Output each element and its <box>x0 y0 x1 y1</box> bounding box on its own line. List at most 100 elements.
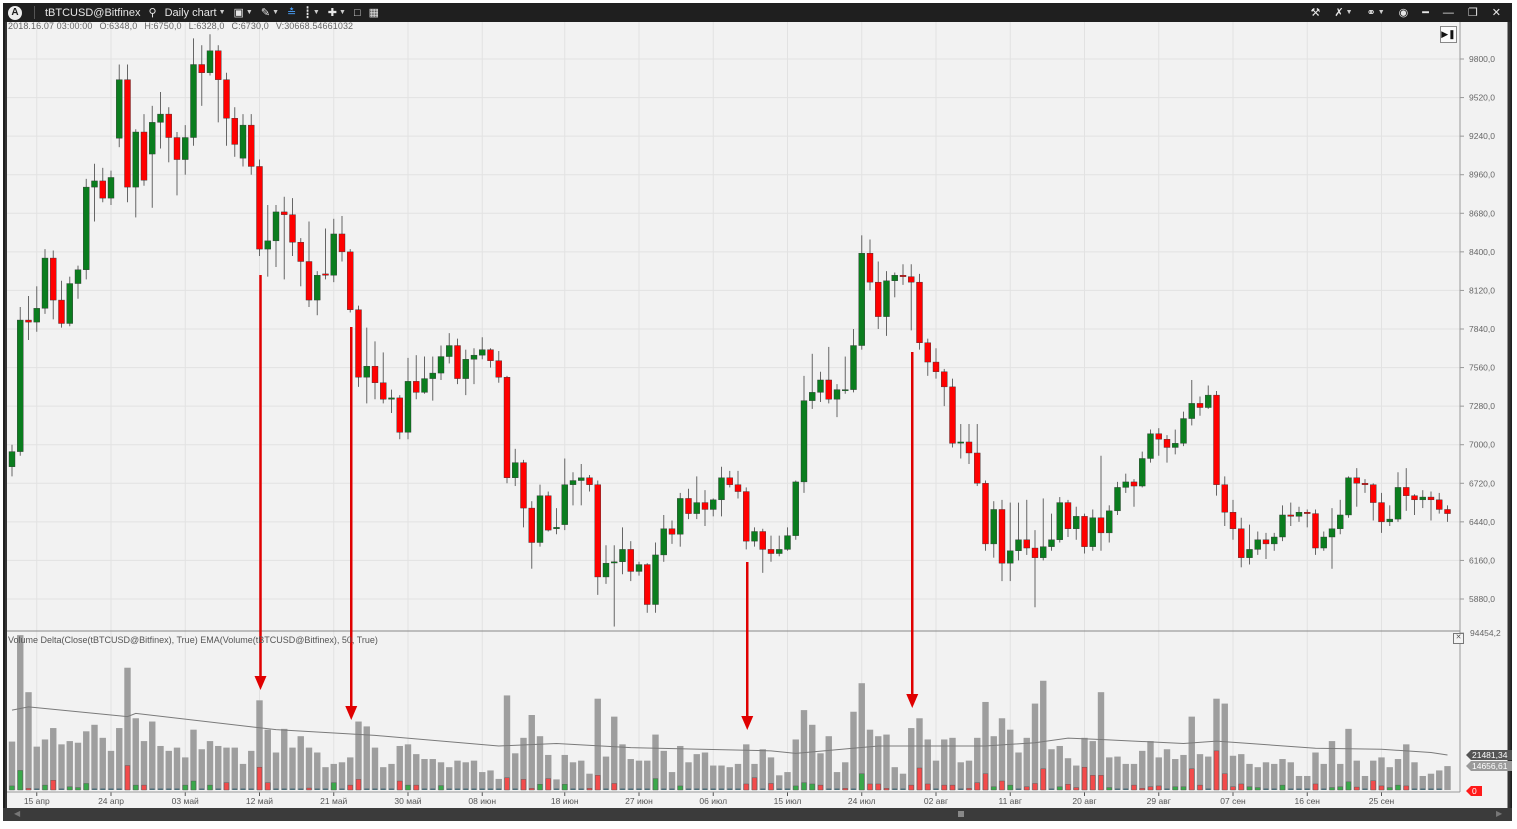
price-tick-label: 7560,0 <box>1469 363 1495 373</box>
candle-body <box>776 549 783 554</box>
candle <box>99 167 106 203</box>
monitor-icon[interactable]: ▣ ▼ <box>233 7 253 19</box>
delta-bar <box>1395 784 1401 791</box>
volume-bar <box>1444 766 1451 790</box>
candle <box>289 198 296 256</box>
candle-body <box>751 531 758 542</box>
volume-bar <box>198 749 205 790</box>
candle-body <box>17 319 24 452</box>
delta-bar <box>1016 788 1021 790</box>
candle <box>1254 531 1261 555</box>
tools-icon[interactable]: ⚒ <box>1310 7 1321 19</box>
delta-bar <box>1073 787 1079 791</box>
volume-bar <box>1221 703 1228 790</box>
volume-bar <box>1254 767 1261 790</box>
candle <box>165 107 172 163</box>
volume-bar <box>132 718 139 790</box>
candle-body <box>767 549 775 554</box>
candle <box>1196 396 1204 416</box>
candle-body <box>528 507 535 543</box>
delta-bar <box>1213 750 1220 791</box>
volume-bar <box>792 739 799 790</box>
delta-bar <box>933 788 939 790</box>
candle <box>932 348 940 379</box>
candle-body <box>635 564 643 572</box>
date-tick-label: 21 май <box>320 796 347 806</box>
volume-bar <box>157 745 164 790</box>
pencil-icon[interactable]: ✎ ▼ <box>260 7 279 19</box>
volume-bar <box>413 754 420 790</box>
candle <box>1279 505 1286 542</box>
cross-icon[interactable]: ✗ ▼ <box>1334 7 1353 19</box>
volume-bar <box>380 767 387 790</box>
volume-bar <box>1007 729 1014 790</box>
search-icon[interactable]: ⚲ <box>148 7 157 19</box>
scrollbar-thumb[interactable] <box>958 811 964 817</box>
crosshair-icon[interactable]: ✚ ▼ <box>327 7 346 19</box>
candle <box>1048 513 1055 551</box>
candle <box>495 351 502 383</box>
camera-icon[interactable]: ◉ <box>1398 7 1409 19</box>
chart-line-icon[interactable]: ≛ <box>287 7 297 19</box>
symbol-selector[interactable]: tBTCUSD@Bitfinex <box>41 3 145 22</box>
link-icon[interactable]: ⚭ ▼ <box>1366 7 1385 19</box>
candle <box>668 520 676 544</box>
volume-bar <box>949 737 956 790</box>
volume-bar <box>239 763 247 790</box>
ema-line <box>11 706 1448 756</box>
delta-bar <box>908 784 914 791</box>
candle-body <box>1254 539 1261 550</box>
delta-bar <box>223 782 230 791</box>
window-icon[interactable]: □ <box>353 6 361 19</box>
candle <box>305 221 313 307</box>
volume-bar <box>58 744 65 790</box>
price-tick-label: 7000,0 <box>1469 440 1495 450</box>
delta-bar <box>1222 773 1228 791</box>
volume-bar <box>322 767 329 790</box>
close-icon[interactable]: ✕ <box>1491 7 1501 19</box>
candle <box>1411 494 1418 515</box>
volume-bar <box>1081 737 1088 790</box>
volume-bar <box>825 736 832 790</box>
scroll-right-icon[interactable]: ▶ <box>1496 809 1503 818</box>
minimize-icon[interactable]: — <box>1442 6 1454 19</box>
volume-bar <box>1378 757 1385 790</box>
candle-body <box>1122 481 1129 488</box>
panels-icon[interactable]: ▦ <box>368 7 379 19</box>
pin-icon[interactable]: ━ <box>1422 7 1429 19</box>
date-tick-label: 24 июл <box>848 796 876 806</box>
candle <box>891 272 898 298</box>
candle <box>41 249 49 314</box>
timeframe-dropdown[interactable]: Daily chart ▼ <box>161 3 230 22</box>
volume-bar <box>1114 756 1121 790</box>
candle-body <box>248 124 255 167</box>
candle <box>124 64 131 203</box>
symbol-label: tBTCUSD@Bitfinex <box>45 6 141 19</box>
delta-bar <box>471 788 477 790</box>
bars-icon[interactable]: ┋ ▼ <box>304 7 320 19</box>
delta-bar <box>859 773 865 791</box>
delta-bar <box>306 787 312 791</box>
candle <box>1163 435 1171 463</box>
candle-body <box>784 535 791 550</box>
volume-bar <box>553 779 560 790</box>
date-axis <box>6 792 1460 808</box>
restore-icon[interactable]: ❐ <box>1467 7 1478 19</box>
candle-body <box>957 441 964 444</box>
volume-bar <box>116 728 123 790</box>
arrow-head <box>741 716 754 730</box>
scroll-left-icon[interactable]: ◀ <box>14 809 21 818</box>
volume-bar <box>891 767 898 790</box>
delta-bar <box>826 788 832 790</box>
delta-bar <box>1329 787 1335 791</box>
candle-body <box>1411 495 1418 501</box>
scroll-to-end-button[interactable]: ▶❚ <box>1440 26 1457 43</box>
date-tick-label: 08 июн <box>468 796 496 806</box>
delta-bar <box>966 788 972 791</box>
candle <box>470 348 478 385</box>
candle <box>1155 428 1162 456</box>
candle <box>528 501 535 569</box>
volume-bar <box>594 698 601 790</box>
close-pane-button[interactable]: ✕ <box>1453 633 1464 644</box>
